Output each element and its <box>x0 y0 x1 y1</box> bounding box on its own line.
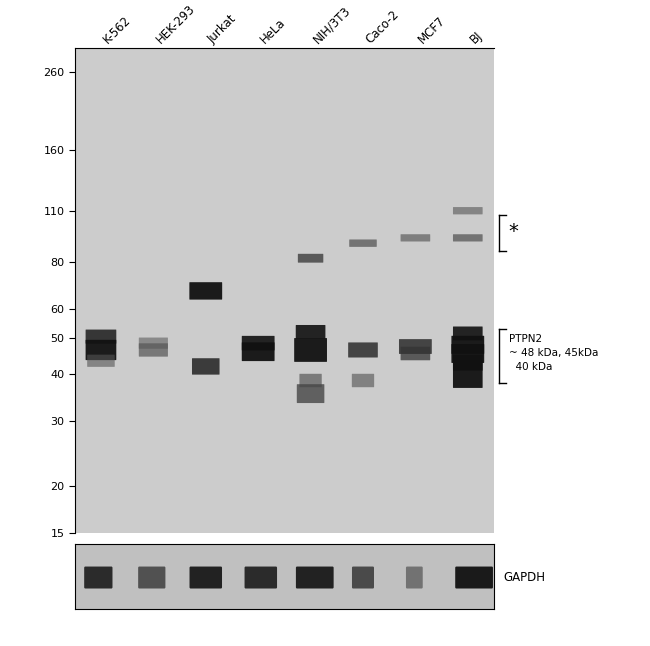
FancyBboxPatch shape <box>192 359 220 375</box>
FancyBboxPatch shape <box>296 567 333 589</box>
FancyBboxPatch shape <box>139 337 168 349</box>
FancyBboxPatch shape <box>348 342 378 357</box>
FancyBboxPatch shape <box>242 336 274 350</box>
FancyBboxPatch shape <box>453 355 483 371</box>
FancyBboxPatch shape <box>453 234 483 242</box>
FancyBboxPatch shape <box>455 567 493 589</box>
FancyBboxPatch shape <box>400 347 430 360</box>
FancyBboxPatch shape <box>352 374 374 387</box>
FancyBboxPatch shape <box>352 567 374 589</box>
FancyBboxPatch shape <box>86 340 116 360</box>
Text: *: * <box>509 222 519 242</box>
FancyBboxPatch shape <box>400 234 430 242</box>
FancyBboxPatch shape <box>300 374 322 387</box>
FancyBboxPatch shape <box>453 360 483 388</box>
FancyBboxPatch shape <box>296 325 326 339</box>
FancyBboxPatch shape <box>242 342 274 361</box>
FancyBboxPatch shape <box>451 336 484 354</box>
FancyBboxPatch shape <box>297 384 324 403</box>
FancyBboxPatch shape <box>84 567 112 589</box>
Text: GAPDH: GAPDH <box>504 571 545 584</box>
FancyBboxPatch shape <box>87 355 115 367</box>
FancyBboxPatch shape <box>349 240 377 247</box>
FancyBboxPatch shape <box>86 329 116 344</box>
FancyBboxPatch shape <box>453 207 483 214</box>
FancyBboxPatch shape <box>298 254 323 263</box>
FancyBboxPatch shape <box>399 339 432 354</box>
FancyBboxPatch shape <box>451 344 484 363</box>
Text: PTPN2
~ 48 kDa, 45kDa
  40 kDa: PTPN2 ~ 48 kDa, 45kDa 40 kDa <box>509 335 598 373</box>
FancyBboxPatch shape <box>406 567 422 589</box>
FancyBboxPatch shape <box>244 567 277 589</box>
FancyBboxPatch shape <box>138 567 165 589</box>
FancyBboxPatch shape <box>294 338 327 362</box>
FancyBboxPatch shape <box>190 567 222 589</box>
FancyBboxPatch shape <box>189 282 222 300</box>
FancyBboxPatch shape <box>453 326 483 340</box>
FancyBboxPatch shape <box>139 343 168 357</box>
